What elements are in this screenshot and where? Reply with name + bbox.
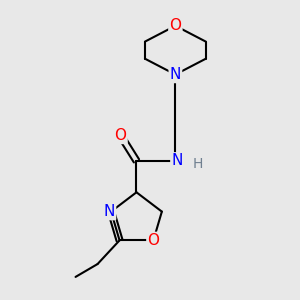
Text: N: N	[104, 204, 115, 219]
Text: O: O	[147, 233, 159, 248]
Text: O: O	[115, 128, 127, 143]
Text: N: N	[171, 153, 183, 168]
Text: O: O	[169, 18, 181, 33]
Text: H: H	[192, 157, 203, 171]
Text: N: N	[170, 67, 181, 82]
